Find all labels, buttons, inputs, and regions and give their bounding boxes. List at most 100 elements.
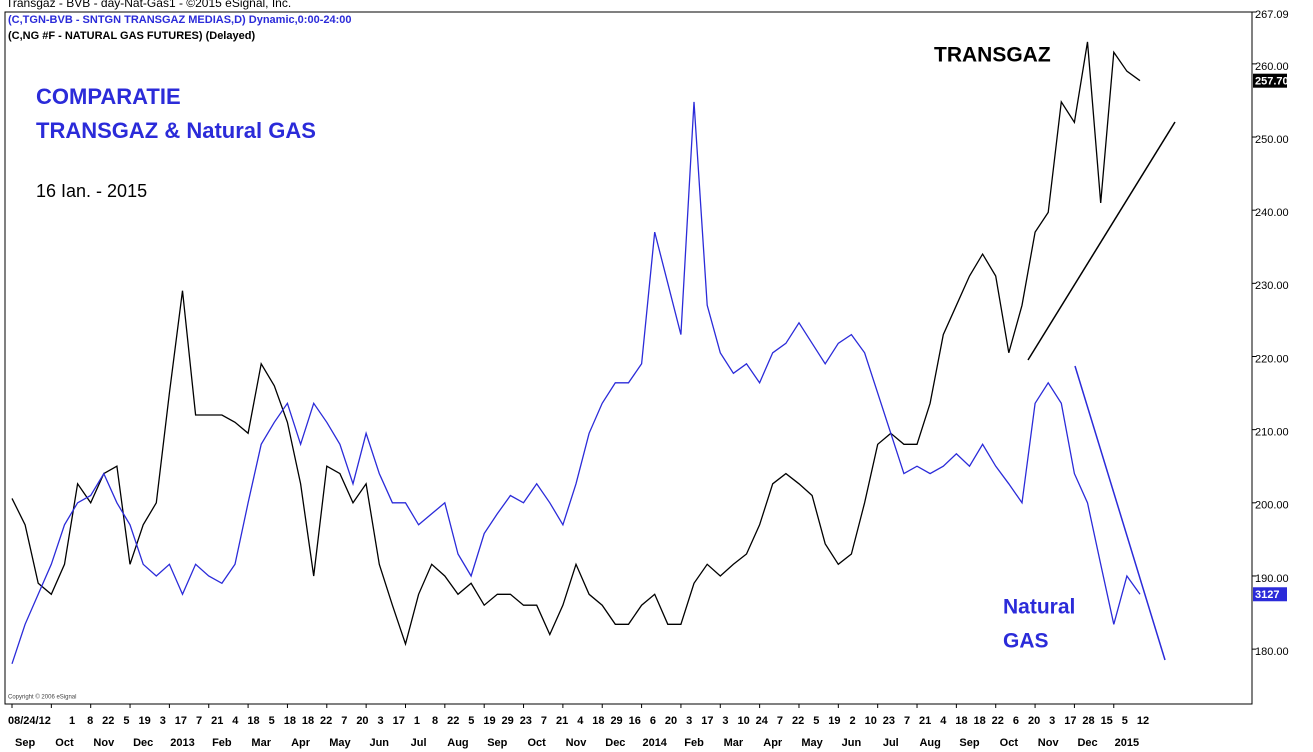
x-tick-label: May [329, 737, 351, 749]
x-day-label: 4 [577, 715, 584, 727]
x-day-label: 18 [302, 715, 314, 727]
x-day-label: 22 [992, 715, 1004, 727]
x-day-label: 7 [196, 715, 202, 727]
annotation: 16 Ian. - 2015 [36, 181, 147, 201]
y-tick-label: 220.00 [1255, 353, 1289, 365]
x-day-label: 18 [247, 715, 259, 727]
x-tick-label: Jul [883, 737, 899, 749]
y-tick-label: 210.00 [1255, 427, 1289, 439]
x-day-label: 20 [1028, 715, 1040, 727]
x-day-label: 22 [320, 715, 332, 727]
x-day-label: 21 [919, 715, 931, 727]
annotation: Natural [1003, 596, 1075, 619]
x-tick-label: Nov [1038, 737, 1060, 749]
x-day-label: 3 [722, 715, 728, 727]
x-day-label: 10 [865, 715, 877, 727]
x-day-label: 23 [520, 715, 532, 727]
x-tick-label: Mar [724, 737, 744, 749]
y-tick-label: 230.00 [1255, 280, 1289, 292]
x-day-label: 12 [1137, 715, 1149, 727]
x-tick-label: May [801, 737, 823, 749]
x-day-label: 22 [792, 715, 804, 727]
x-tick-label: Sep [487, 737, 507, 749]
x-day-label: 17 [1064, 715, 1076, 727]
x-day-label: 1 [414, 715, 420, 727]
x-tick-label: Apr [291, 737, 311, 749]
x-tick-label: Aug [447, 737, 468, 749]
x-day-label: 5 [813, 715, 819, 727]
plot-frame [4, 11, 1253, 705]
x-tick-label: Oct [1000, 737, 1019, 749]
x-day-label: 21 [211, 715, 223, 727]
last-value-box [1253, 587, 1287, 602]
x-day-label: 08/24/12 [8, 715, 51, 727]
series-line [11, 101, 1141, 665]
copyright: Copyright © 2006 eSignal [8, 694, 76, 701]
x-day-label: 20 [665, 715, 677, 727]
x-day-label: 29 [610, 715, 622, 727]
x-day-label: 3 [160, 715, 166, 727]
x-tick-label: Feb [212, 737, 232, 749]
y-tick-label: 267.09 [1255, 9, 1289, 21]
annotation: TRANSGAZ [934, 44, 1051, 67]
x-day-label: 21 [556, 715, 568, 727]
annotation: COMPARATIE [36, 84, 181, 109]
x-tick-label: Mar [251, 737, 271, 749]
x-day-label: 3 [1049, 715, 1055, 727]
x-tick-label: Jun [369, 737, 389, 749]
x-tick-label: Sep [959, 737, 979, 749]
x-day-label: 4 [940, 715, 947, 727]
x-day-label: 10 [738, 715, 750, 727]
x-tick-label: Nov [566, 737, 588, 749]
y-tick-label: 200.00 [1255, 500, 1289, 512]
annotation: GAS [1003, 630, 1049, 653]
x-day-label: 8 [87, 715, 93, 727]
x-day-label: 18 [284, 715, 296, 727]
x-day-label: 16 [629, 715, 641, 727]
x-tick-label: Jul [411, 737, 427, 749]
y-tick-label: 190.00 [1255, 573, 1289, 585]
x-tick-label: Dec [1077, 737, 1097, 749]
x-day-label: 1 [69, 715, 75, 727]
chart-title: Transgaz - BVB - day-Nat-Gas1 - ©2015 eS… [6, 0, 291, 10]
x-day-label: 3 [378, 715, 384, 727]
x-day-label: 17 [393, 715, 405, 727]
x-day-label: 4 [232, 715, 239, 727]
x-day-label: 18 [974, 715, 986, 727]
x-tick-label: Aug [919, 737, 940, 749]
x-day-label: 5 [1122, 715, 1128, 727]
x-tick-label: Nov [93, 737, 115, 749]
y-tick-label: 250.00 [1255, 134, 1289, 146]
legend-entry: (C,NG #F - NATURAL GAS FUTURES) (Delayed… [8, 30, 255, 42]
x-tick-label: Feb [684, 737, 704, 749]
y-tick-label: 240.00 [1255, 207, 1289, 219]
legend-entry: (C,TGN-BVB - SNTGN TRANSGAZ MEDIAS,D) Dy… [8, 14, 352, 26]
x-day-label: 17 [175, 715, 187, 727]
x-tick-label: Oct [527, 737, 546, 749]
x-day-label: 6 [650, 715, 656, 727]
x-day-label: 19 [483, 715, 495, 727]
x-day-label: 18 [592, 715, 604, 727]
x-tick-label: Apr [763, 737, 783, 749]
x-tick-label: Oct [55, 737, 74, 749]
x-day-label: 29 [502, 715, 514, 727]
x-day-label: 20 [356, 715, 368, 727]
x-tick-label: 2014 [642, 737, 667, 749]
trend-line [1074, 365, 1166, 661]
x-day-label: 22 [447, 715, 459, 727]
x-day-label: 15 [1101, 715, 1113, 727]
x-day-label: 7 [341, 715, 347, 727]
x-tick-label: Dec [133, 737, 153, 749]
x-day-label: 23 [883, 715, 895, 727]
last-value-label: 3127 [1255, 589, 1279, 601]
x-tick-label: Dec [605, 737, 625, 749]
last-value-label: 257.70 [1255, 76, 1289, 88]
series-line [11, 41, 1141, 647]
x-day-label: 5 [123, 715, 129, 727]
y-tick-label: 260.00 [1255, 61, 1289, 73]
x-day-label: 5 [269, 715, 275, 727]
annotation: TRANSGAZ & Natural GAS [36, 118, 316, 143]
x-day-label: 18 [955, 715, 967, 727]
y-tick-label: 180.00 [1255, 646, 1289, 658]
